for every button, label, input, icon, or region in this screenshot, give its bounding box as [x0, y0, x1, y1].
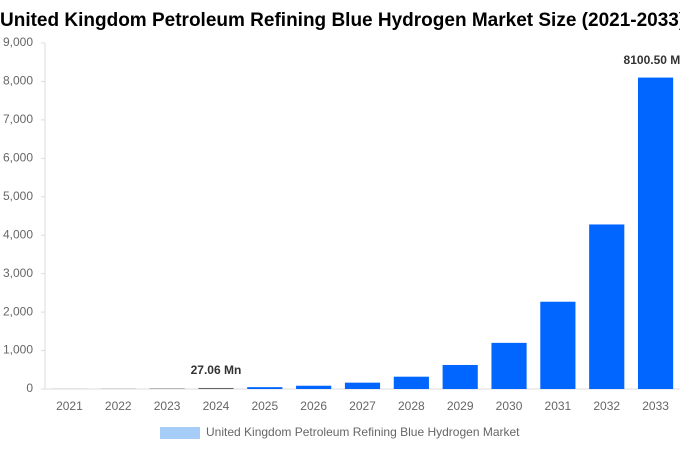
y-tick-label: 3,000 [3, 266, 33, 280]
x-tick-label: 2032 [593, 399, 620, 413]
value-label: 8100.50 Mn [624, 53, 680, 67]
x-tick-label: 2030 [496, 399, 523, 413]
bar [491, 342, 527, 389]
y-tick-label: 0 [26, 381, 33, 395]
x-tick-label: 2024 [203, 399, 230, 413]
x-tick-label: 2021 [56, 399, 83, 413]
bar [247, 387, 283, 389]
y-tick-label: 4,000 [3, 227, 33, 241]
x-tick-label: 2023 [154, 399, 181, 413]
x-tick-label: 2026 [300, 399, 327, 413]
x-tick-label: 2025 [251, 399, 278, 413]
y-tick-label: 9,000 [3, 35, 33, 49]
bar [344, 382, 381, 389]
x-tick-label: 2031 [545, 399, 572, 413]
value-label: 27.06 Mn [191, 363, 242, 377]
x-tick-label: 2033 [642, 399, 669, 413]
y-tick-label: 5,000 [3, 189, 33, 203]
bar [296, 385, 332, 389]
y-tick-label: 1,000 [3, 343, 33, 357]
bar [393, 376, 429, 389]
legend-swatch [160, 427, 200, 439]
x-tick-label: 2022 [105, 399, 132, 413]
bar [442, 364, 478, 389]
bar [198, 387, 234, 389]
chart-title: United Kingdom Petroleum Refining Blue H… [0, 10, 680, 31]
bar [589, 224, 625, 389]
y-tick-label: 8,000 [3, 74, 33, 88]
x-tick-label: 2029 [447, 399, 474, 413]
y-tick-label: 2,000 [3, 304, 33, 318]
x-tick-label: 2027 [349, 399, 376, 413]
legend-label: United Kingdom Petroleum Refining Blue H… [206, 425, 520, 439]
y-tick-label: 6,000 [3, 151, 33, 165]
x-tick-label: 2028 [398, 399, 425, 413]
bar [540, 301, 576, 389]
bar [637, 77, 674, 389]
y-tick-label: 7,000 [3, 112, 33, 126]
